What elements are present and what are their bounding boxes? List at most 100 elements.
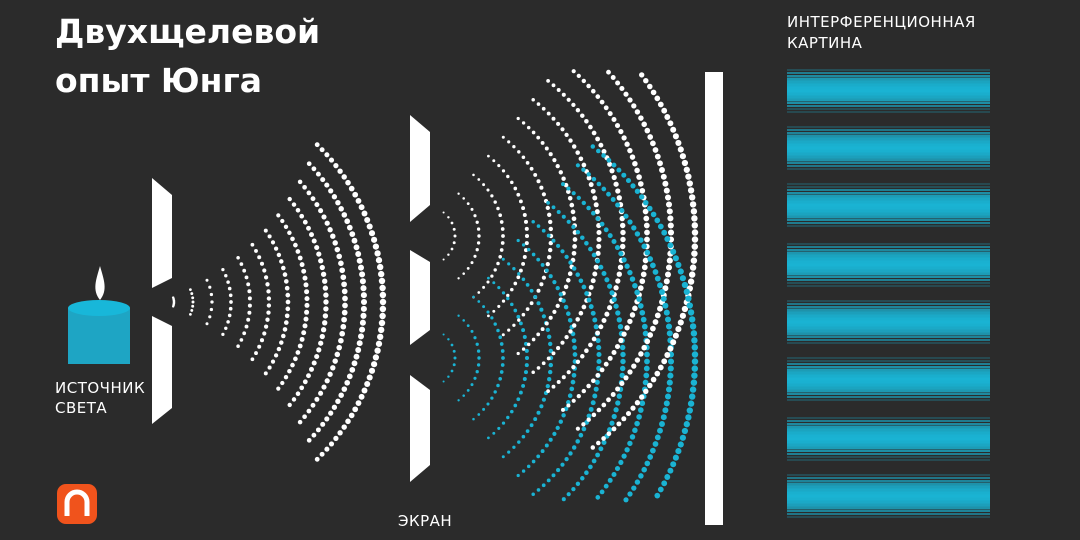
wave-dot — [634, 188, 641, 194]
wave-dot — [453, 356, 457, 360]
wave-dot — [652, 319, 659, 325]
wave-dot — [629, 276, 636, 282]
wave-dot — [627, 219, 633, 225]
wave-dot — [641, 121, 647, 128]
wave-dot — [470, 383, 474, 387]
wave-dot — [619, 85, 625, 92]
wave-dot — [339, 330, 346, 337]
wave-dot — [662, 180, 669, 187]
wave-dot — [342, 295, 348, 302]
wave-dot — [513, 186, 518, 191]
wave-dot — [551, 238, 556, 243]
wave-dot — [571, 323, 577, 328]
wave-dot — [644, 358, 650, 365]
wave-dot — [578, 432, 584, 438]
wave-dot — [285, 292, 291, 298]
wave-dot — [621, 135, 627, 141]
wave-dot — [321, 384, 327, 390]
wave-dot — [613, 285, 619, 291]
title-line: опыт Юнга — [55, 61, 262, 100]
wave-dot — [304, 289, 310, 295]
wave-dot — [521, 155, 526, 160]
wave-dot — [541, 275, 546, 280]
wave-dot — [652, 441, 659, 447]
wave-dot — [540, 327, 545, 332]
wave-dot — [691, 243, 699, 250]
wave-dot — [291, 397, 297, 402]
wave-dot — [531, 219, 535, 224]
wave-dot — [641, 264, 648, 271]
wave-dot — [345, 179, 351, 186]
wave-dot — [621, 331, 627, 337]
wave-dot — [477, 413, 481, 416]
wave-dot — [647, 382, 653, 389]
wave-dot — [591, 252, 597, 258]
wave-dot — [657, 364, 664, 371]
wave-dot — [191, 300, 195, 304]
wave-dot — [304, 302, 310, 308]
barrier — [410, 250, 430, 345]
waves — [171, 69, 699, 503]
wave-dot — [584, 348, 589, 353]
pattern-label: ИНТЕРФЕРЕНЦИОННАЯ — [787, 13, 976, 31]
wave-dot — [273, 353, 279, 358]
wave-dot — [637, 181, 644, 187]
wave-dot — [450, 247, 454, 251]
wave-dot — [533, 172, 538, 177]
wave-dot — [640, 271, 647, 278]
wave-dot — [566, 403, 571, 408]
wave-dot — [526, 125, 531, 130]
wave-dot — [536, 366, 541, 370]
wave-dot — [516, 314, 521, 319]
wave-dot — [679, 153, 687, 160]
wave-dot — [578, 156, 584, 162]
wave-dot — [372, 354, 380, 361]
wave-dot — [544, 321, 549, 326]
wave-dot — [596, 407, 602, 413]
wave-dot — [295, 350, 301, 355]
wave-dot — [547, 334, 552, 339]
wave-dot — [630, 183, 636, 189]
wave-dot — [691, 344, 699, 351]
wave-dot — [297, 255, 303, 261]
wave-dot — [647, 454, 654, 460]
wave-dot — [640, 316, 647, 323]
wave-dot — [322, 313, 329, 319]
wave-dot — [287, 196, 292, 202]
wave-dot — [541, 106, 546, 111]
wave-dot — [314, 396, 320, 402]
wave-dot — [236, 344, 240, 348]
wave-dot — [229, 300, 233, 304]
wave-dot — [592, 317, 598, 323]
wave-dot — [687, 309, 695, 316]
wave-dot — [593, 324, 599, 330]
wave-dot — [351, 237, 358, 244]
wave-dot — [236, 256, 240, 260]
wave-dot — [349, 231, 356, 237]
wave-dot — [516, 238, 520, 243]
wave-dot — [266, 310, 271, 315]
wave-dot — [470, 207, 474, 211]
wave-dot — [496, 261, 500, 266]
wave-dot — [341, 212, 348, 218]
wave-dot — [624, 263, 630, 269]
wave-dot — [523, 341, 529, 346]
wave-dot — [516, 351, 520, 356]
wave-dot — [650, 262, 656, 269]
wave-dot — [629, 312, 636, 318]
wave-dot — [450, 221, 454, 225]
wave-dot — [352, 191, 359, 198]
wave-dot — [498, 213, 503, 217]
wave-dot — [355, 198, 362, 204]
wave-dot — [618, 129, 624, 135]
wave-dot — [492, 431, 496, 435]
wave-dot — [306, 190, 312, 196]
wave-dot — [331, 194, 338, 200]
wave-dot — [578, 310, 584, 316]
wave-dot — [661, 358, 668, 365]
wave-dot — [581, 162, 587, 168]
wave-dot — [588, 124, 593, 130]
wave-dot — [358, 204, 365, 211]
wave-dot — [691, 351, 699, 358]
wave-dot — [634, 479, 641, 485]
